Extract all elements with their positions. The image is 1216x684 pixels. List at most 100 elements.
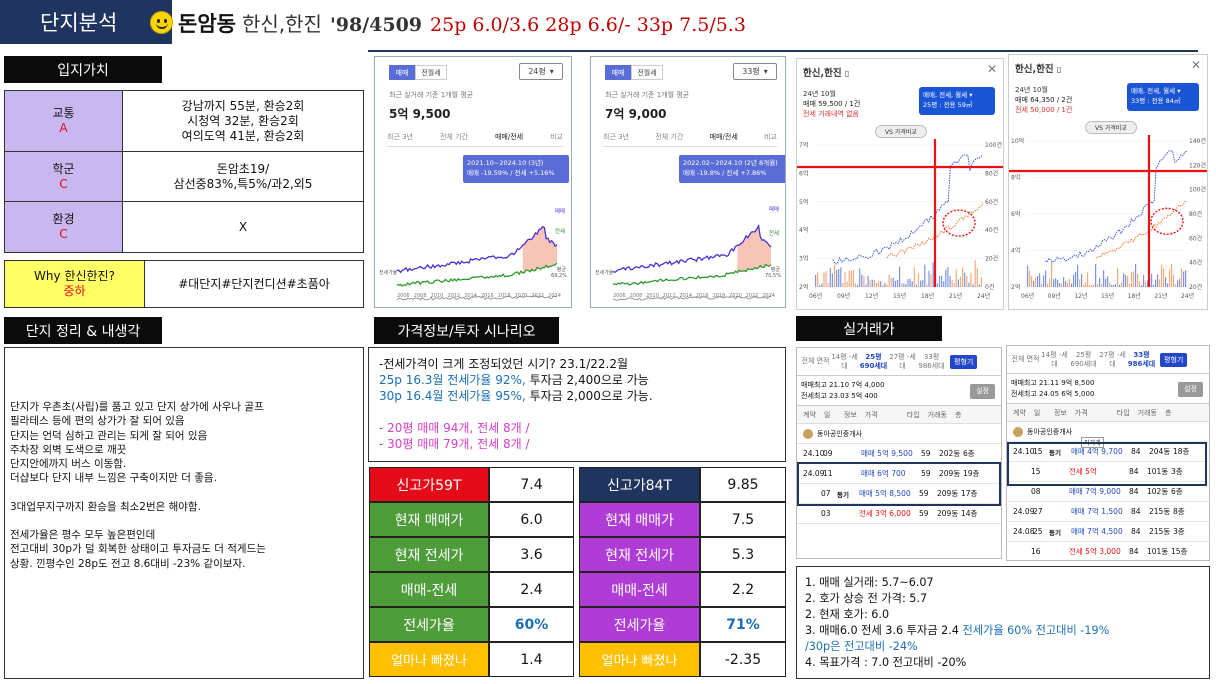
header-underline (368, 50, 1198, 52)
trade-row[interactable]: 07 등기 매매 5억 8,500 59 209동 17층 (797, 484, 1001, 504)
volume-bar (970, 272, 972, 287)
pyeong-button[interactable]: 평형기 (950, 354, 978, 369)
trade-price: 매매 7억 9,000 (1069, 487, 1121, 496)
period-tab[interactable]: 최근 3년 (603, 133, 629, 141)
volume-bar (907, 279, 909, 287)
pt-label-text: 전세가율 (613, 617, 666, 634)
area-tab[interactable]: 14평 -세대 (830, 353, 859, 371)
trade-price: 매매 5억 9,500 (861, 449, 913, 458)
area-tab[interactable]: 전체 면적 (801, 357, 830, 366)
why-value-text: #대단지#단지컨디션#초품아 (178, 276, 330, 291)
x-tick: 2024 (548, 293, 561, 299)
ratio-line (396, 295, 557, 301)
volume-bar (1049, 278, 1051, 287)
area-tab[interactable]: 33평 986세대 (1127, 351, 1156, 369)
vs-button[interactable]: VS 가격비교 (1085, 121, 1137, 134)
volume-bar (922, 279, 924, 287)
volume-bar (865, 284, 867, 287)
setting-button[interactable]: 설정 (1178, 382, 1203, 397)
area-tab[interactable]: 전체 면적 (1011, 355, 1040, 364)
area-tab[interactable]: 25평 690세대 (859, 353, 888, 371)
trade-floor: 17층 (961, 489, 978, 498)
volume-bar (1153, 284, 1155, 287)
trade-row[interactable]: 24.09 27 매매 7억 1,500 84 215동 8층 (1007, 502, 1209, 522)
pt-left-label: 매매-전세 (369, 572, 489, 607)
trade-row[interactable]: 24.09 11 매매 6억 700 59 209동 19층 (797, 464, 1001, 484)
chart-tab-rent[interactable]: 전월세 (631, 65, 663, 80)
volume-bar (980, 276, 983, 287)
period-tab[interactable]: 최근 3년 (387, 133, 413, 141)
area-tab[interactable]: 27평 -세대 (888, 353, 917, 371)
chart-tooltip: 2021.10~2024.10 (3년) 매매 -19.59% / 전세 +5.… (463, 155, 569, 183)
volume-bar (978, 284, 980, 287)
size-select[interactable]: 33평 ▾ (733, 63, 777, 80)
period-tab[interactable]: 비교 (550, 133, 563, 141)
why-grade: 중하 (63, 284, 86, 298)
trade-month: 24.10 (1013, 447, 1035, 456)
pt-value-text: 7.5 (731, 511, 755, 528)
volume-bar (959, 276, 962, 287)
vs-text: VS 가격비교 (1095, 125, 1127, 132)
scenario-title-text: 가격정보/투자 시나리오 (397, 323, 536, 340)
trend-chart-33: 한신,한진 ▯ ✕ 24년 10월 매매 64,350 / 2건 전세 50,0… (1008, 54, 1208, 310)
trade-type: 84 (1129, 487, 1139, 496)
volume-bar (1179, 278, 1181, 287)
period-tab[interactable]: 매매/전세 (709, 133, 738, 141)
trade-row[interactable]: 03 전세 3억 6,000 59 209동 14층 (797, 504, 1001, 524)
size-select[interactable]: 24평 ▾ (519, 63, 563, 80)
trade-info: 등기 (1049, 447, 1071, 457)
period-tab[interactable]: 전체 기간 (655, 133, 684, 141)
left-axis-tick: 6억 (799, 169, 808, 177)
volume-bar (1119, 284, 1121, 287)
trade-price: 매매 4억 9,700 (1071, 447, 1123, 456)
area-tab[interactable]: 25평 690세대 (1069, 351, 1098, 369)
pt-right-value: 2.2 (700, 572, 786, 607)
close-icon[interactable]: ✕ (986, 62, 997, 76)
trade-row[interactable]: 15 전세 5억 84 101동 3층 (1007, 462, 1209, 482)
area-tab[interactable]: 14평 -세대 (1040, 351, 1069, 369)
volume-bar (1081, 273, 1083, 287)
area-tab[interactable]: 33평 986세대 (917, 353, 946, 371)
header-prices: 25p 6.0/3.6 28p 6.6/- 33p 7.5/5.3 (430, 14, 746, 36)
setting-button[interactable]: 설정 (970, 384, 995, 399)
trade-row[interactable]: 24.08 25 등기 매매 7억 4,500 84 215동 3층 (1007, 522, 1209, 542)
sale-dots (832, 154, 984, 265)
pyeong-button[interactable]: 평형기 (1160, 352, 1188, 367)
volume-bar (850, 270, 852, 287)
trade-col: 가격 (1074, 408, 1088, 417)
volume-bar (1071, 283, 1073, 287)
period-tab[interactable]: 전체 기간 (439, 133, 468, 141)
header-apt: 한신,한진 (241, 12, 322, 36)
volume-bar (1029, 270, 1031, 287)
close-icon[interactable]: ✕ (1190, 58, 1201, 72)
trade-row[interactable]: 08 매매 7억 9,000 84 102동 6층 (1007, 482, 1209, 502)
trend-pill[interactable]: 매매, 전세, 월세 ▾ 25평 : 전용 59㎡ (919, 87, 995, 115)
price-chart-33: 매매 전월세 33평 ▾ 최근 실거래 기준 1개월 평균 7억 9,000 최근… (590, 56, 786, 308)
period-tab[interactable]: 비교 (764, 133, 777, 141)
trade-info-text: 등기 (1049, 528, 1061, 537)
volume-bar (905, 284, 907, 287)
trade-row[interactable]: 24.10 09 매매 5억 9,500 59 202동 6층 (797, 444, 1001, 464)
x-tick: 2020 (729, 293, 742, 299)
vs-button[interactable]: VS 가격비교 (875, 125, 927, 138)
trade-month: 24.09 (803, 469, 825, 478)
trade-price-wrap: 매매 7억 9,000 (1069, 486, 1129, 497)
summary-box: 단지가 우촌초(사립)를 품고 있고 단지 상가에 사우나 골프 필라테스 등에… (4, 347, 364, 679)
period-tab[interactable]: 매매/전세 (494, 133, 524, 141)
volume-bar (1117, 268, 1119, 287)
gap-area (522, 226, 557, 274)
x-tick: 2022 (531, 293, 545, 299)
chart-subtitle: 최근 실거래 기준 1개월 평균 (605, 91, 690, 99)
legend-sale: 매매 (768, 207, 779, 213)
area-tab[interactable]: 27평 -세대 (1098, 351, 1127, 369)
trade-type: 84 (1129, 467, 1139, 476)
rent-dots (1096, 200, 1188, 259)
trade-price: 전세 5억 (1069, 467, 1097, 476)
trade-row[interactable]: 16 전세 5억 3,000 84 101동 15층 (1007, 542, 1209, 560)
trend-pill[interactable]: 매매, 전세, 월세 ▾ 33평 : 전용 84㎡ (1127, 83, 1199, 111)
trade-price-wrap: 매매 7억 4,500 (1071, 526, 1131, 537)
chart-tab-rent[interactable]: 전월세 (415, 65, 447, 80)
chart-tab-sale[interactable]: 매매 (389, 65, 415, 80)
volume-bar (886, 284, 888, 287)
chart-tab-sale[interactable]: 매매 (605, 65, 631, 80)
